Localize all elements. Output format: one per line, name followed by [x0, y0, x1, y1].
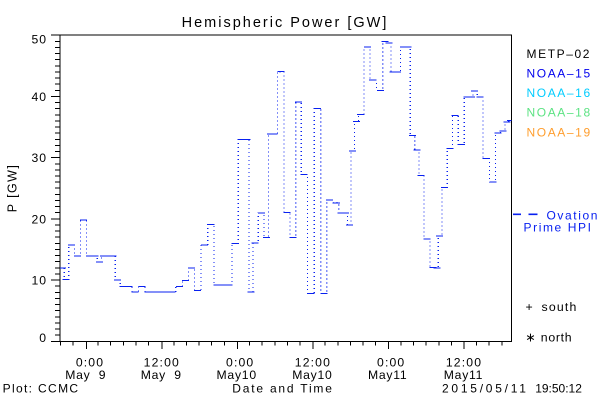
svg-text:12:00: 12:00 — [295, 355, 331, 369]
svg-text:0:00: 0:00 — [76, 355, 104, 369]
svg-text:Prime HPI: Prime HPI — [524, 221, 593, 235]
svg-text:0:00: 0:00 — [377, 355, 405, 369]
svg-text:May 9: May 9 — [141, 368, 182, 382]
svg-text:south: south — [542, 300, 578, 314]
svg-text:May10: May10 — [217, 368, 257, 382]
svg-text:Plot: CCMC: Plot: CCMC — [3, 382, 80, 396]
svg-text:May11: May11 — [368, 368, 407, 382]
svg-text:METP–02: METP–02 — [527, 47, 592, 61]
svg-text:Date and Time: Date and Time — [232, 381, 333, 395]
svg-text:50: 50 — [31, 33, 47, 47]
svg-text:north: north — [541, 330, 573, 344]
svg-text:NOAA–15: NOAA–15 — [527, 67, 592, 81]
svg-text:19:50:12: 19:50:12 — [535, 382, 582, 396]
svg-text:May11: May11 — [444, 368, 483, 382]
svg-text:May10: May10 — [292, 368, 332, 382]
svg-text:0:00: 0:00 — [226, 355, 254, 369]
svg-text:30: 30 — [31, 151, 47, 165]
svg-text:Hemispheric Power [GW]: Hemispheric Power [GW] — [182, 15, 389, 31]
svg-text:20: 20 — [31, 213, 47, 227]
svg-text:2015/05/11: 2015/05/11 — [442, 382, 529, 396]
svg-text:40: 40 — [31, 90, 47, 104]
svg-text:NOAA–18: NOAA–18 — [527, 106, 592, 120]
svg-text:NOAA–16: NOAA–16 — [527, 86, 592, 100]
svg-text:∗: ∗ — [525, 331, 535, 345]
svg-text:May 9: May 9 — [65, 368, 106, 382]
svg-text:Ovation: Ovation — [547, 209, 600, 223]
svg-text:10: 10 — [31, 274, 47, 288]
svg-text:NOAA–19: NOAA–19 — [527, 125, 592, 139]
svg-text:0: 0 — [39, 331, 47, 345]
svg-text:+: + — [526, 300, 533, 314]
svg-text:P [GW]: P [GW] — [6, 164, 20, 212]
svg-text:12:00: 12:00 — [144, 355, 180, 369]
svg-text:12:00: 12:00 — [446, 355, 482, 369]
